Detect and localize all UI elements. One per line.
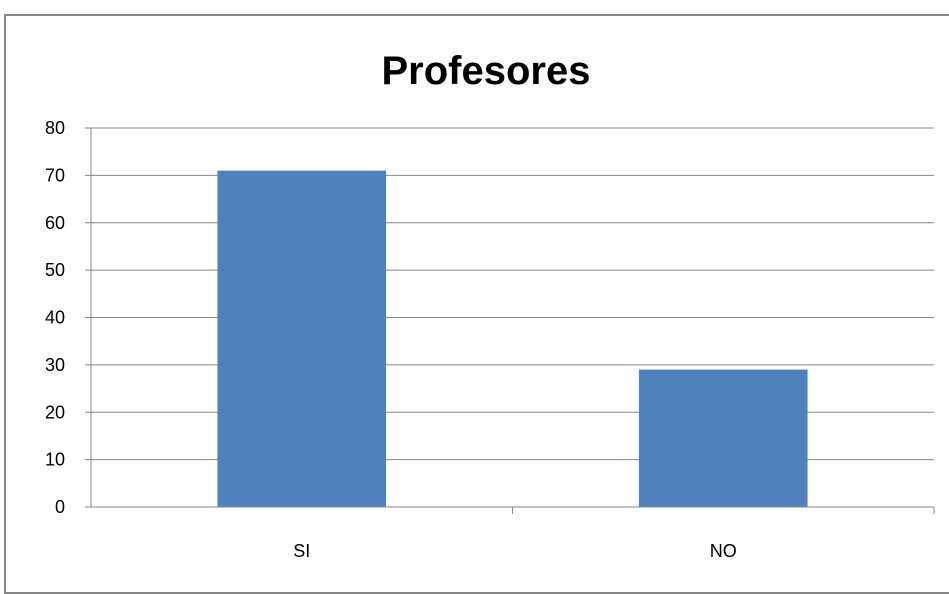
y-axis-tick-labels: 0 10 20 30 40 50 60 70 80 bbox=[45, 118, 65, 517]
x-tick-label: SI bbox=[293, 541, 310, 561]
bar-si bbox=[217, 170, 387, 507]
y-tick-label: 30 bbox=[45, 355, 65, 375]
bars bbox=[217, 170, 808, 507]
y-tick-label: 80 bbox=[45, 118, 65, 138]
y-tick-label: 10 bbox=[45, 450, 65, 470]
y-tick-label: 70 bbox=[45, 165, 65, 185]
axes bbox=[85, 127, 935, 514]
chart-title: Profesores bbox=[382, 49, 591, 93]
y-tick-label: 60 bbox=[45, 213, 65, 233]
y-tick-label: 50 bbox=[45, 260, 65, 280]
y-tick-label: 20 bbox=[45, 402, 65, 422]
y-tick-label: 0 bbox=[55, 497, 65, 517]
y-tick-label: 40 bbox=[45, 308, 65, 328]
x-tick-label: NO bbox=[710, 541, 737, 561]
x-axis-tick-labels: SI NO bbox=[293, 541, 737, 561]
bar-no bbox=[638, 369, 808, 507]
